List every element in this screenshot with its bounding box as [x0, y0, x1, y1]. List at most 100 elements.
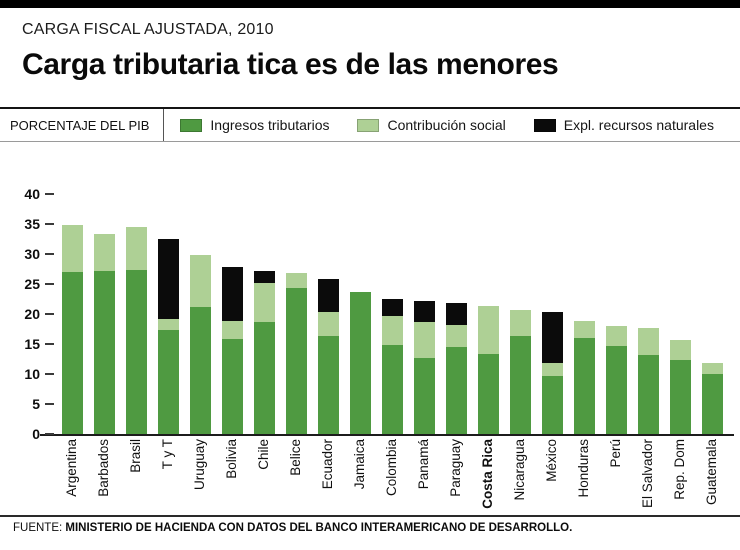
x-label-rep-dom: Rep. Dom [664, 439, 696, 525]
y-tick-label: 0 [32, 426, 40, 442]
x-label-text: Paraguay [448, 439, 463, 497]
legend-bar: PORCENTAJE DEL PIB Ingresos tributarios C… [0, 107, 740, 142]
bar-stack [477, 305, 499, 434]
x-label-honduras: Honduras [568, 439, 600, 525]
x-label-belice: Belice [280, 439, 312, 525]
x-label-nicaragua: Nicaragua [504, 439, 536, 525]
x-label-panam: Panamá [408, 439, 440, 525]
bar-segment-contribuci-n-social [253, 282, 275, 323]
bar-stack [125, 227, 147, 434]
bar-stack [253, 270, 275, 434]
x-label-uruguay: Uruguay [184, 439, 216, 525]
bar-stack [157, 239, 179, 434]
bar-segment-contribuci-n-social [125, 227, 147, 271]
bar-costa-rica [472, 194, 504, 434]
y-tick-mark [45, 253, 54, 255]
x-label-brasil: Brasil [120, 439, 152, 525]
bar-panam [408, 194, 440, 434]
bar-segment-contribuci-n-social [221, 320, 243, 339]
bar-stack [701, 362, 723, 434]
x-label-text: Perú [608, 439, 623, 468]
y-tick-label: 20 [24, 306, 40, 322]
bar-segment-expl-recursos-naturales [221, 266, 243, 321]
x-label-guatemala: Guatemala [696, 439, 728, 525]
bar-segment-ingresos-tributarios [157, 330, 179, 434]
bar-stack [221, 266, 243, 434]
bar-stack [349, 291, 371, 434]
top-black-bar [0, 0, 740, 8]
bar-segment-contribuci-n-social [701, 362, 723, 374]
bar-m-xico [536, 194, 568, 434]
bar-segment-ingresos-tributarios [637, 354, 659, 434]
x-label-text: Rep. Dom [672, 439, 687, 500]
x-label-barbados: Barbados [88, 439, 120, 525]
y-tick-25: 25 [0, 276, 54, 292]
plot-area [56, 194, 728, 434]
x-label-text: Chile [256, 439, 271, 470]
source-footer: FUENTE: MINISTERIO DE HACIENDA CON DATOS… [0, 515, 740, 550]
bar-segment-ingresos-tributarios [509, 335, 531, 434]
bar-segment-ingresos-tributarios [221, 338, 243, 434]
bar-stack [573, 320, 595, 434]
bar-segment-expl-recursos-naturales [381, 299, 403, 316]
x-label-el-salvador: El Salvador [632, 439, 664, 525]
y-tick-35: 35 [0, 216, 54, 232]
bar-bolivia [216, 194, 248, 434]
x-label-text: México [544, 439, 559, 482]
bar-segment-ingresos-tributarios [541, 376, 563, 434]
legend-divider [163, 109, 165, 141]
bar-segment-contribuci-n-social [509, 309, 531, 336]
y-tick-30: 30 [0, 246, 54, 262]
y-tick-mark [45, 283, 54, 285]
bar-segment-expl-recursos-naturales [445, 302, 467, 325]
bar-uruguay [184, 194, 216, 434]
x-label-costa-rica: Costa Rica [472, 439, 504, 525]
x-label-text: T y T [160, 439, 175, 470]
bar-segment-contribuci-n-social [381, 315, 403, 346]
bar-segment-contribuci-n-social [637, 327, 659, 355]
bar-segment-contribuci-n-social [541, 362, 563, 377]
bar-stack [445, 302, 467, 434]
y-tick-label: 15 [24, 336, 40, 352]
bar-t-y-t [152, 194, 184, 434]
bar-colombia [376, 194, 408, 434]
x-label-text: Guatemala [704, 439, 719, 506]
bar-segment-ingresos-tributarios [349, 291, 371, 434]
bar-segment-ingresos-tributarios [93, 270, 115, 434]
y-tick-label: 35 [24, 216, 40, 232]
bar-segment-ingresos-tributarios [477, 353, 499, 434]
bar-segment-ingresos-tributarios [669, 359, 691, 434]
bar-stack [381, 299, 403, 434]
chart-kicker: CARGA FISCAL AJUSTADA, 2010 [22, 21, 274, 38]
y-tick-label: 40 [24, 186, 40, 202]
bar-segment-ingresos-tributarios [413, 358, 435, 434]
bar-segment-ingresos-tributarios [701, 374, 723, 434]
legend-label: Expl. recursos naturales [563, 117, 714, 133]
bar-guatemala [696, 194, 728, 434]
x-label-text: El Salvador [640, 439, 655, 509]
bar-stack [93, 234, 115, 434]
y-tick-mark [45, 223, 54, 225]
y-tick-mark [45, 313, 54, 315]
header: CARGA FISCAL AJUSTADA, 2010 Carga tribut… [0, 8, 740, 82]
bar-honduras [568, 194, 600, 434]
bar-segment-contribuci-n-social [477, 305, 499, 354]
x-label-text: Honduras [576, 439, 591, 498]
x-label-ecuador: Ecuador [312, 439, 344, 525]
source-text: MINISTERIO DE HACIENDA CON DATOS DEL BAN… [65, 522, 573, 534]
chart-area: 0 5 10 15 20 25 30 35 40 Argentina Barbados Brasil… [0, 186, 740, 525]
bar-stack [61, 224, 83, 434]
legend-swatch [533, 118, 556, 132]
y-tick-label: 30 [24, 246, 40, 262]
bar-segment-contribuci-n-social [317, 311, 339, 337]
bar-segment-ingresos-tributarios [605, 345, 627, 434]
bar-segment-contribuci-n-social [413, 321, 435, 359]
legend-swatch [357, 118, 380, 132]
source-prefix: FUENTE: [13, 522, 63, 534]
y-tick-mark [45, 373, 54, 375]
x-label-per: Perú [600, 439, 632, 525]
x-label-text: Bolivia [224, 439, 239, 479]
bar-chile [248, 194, 280, 434]
bar-segment-contribuci-n-social [285, 273, 307, 288]
bar-segment-ingresos-tributarios [285, 287, 307, 434]
